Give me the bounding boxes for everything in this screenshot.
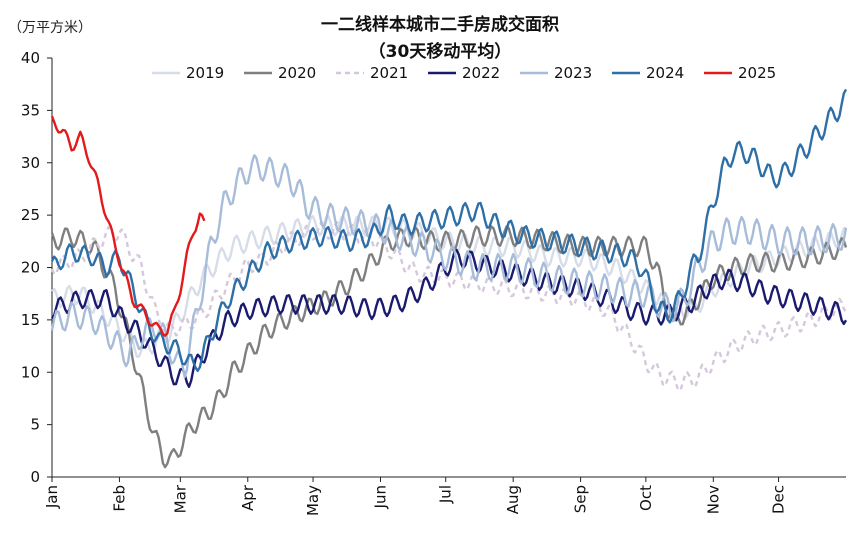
x-tick-label: Apr: [239, 484, 257, 511]
legend-label-2023: 2023: [554, 64, 592, 82]
x-tick-label: Oct: [637, 485, 655, 511]
chart-subtitle: （30天移动平均）: [369, 41, 512, 62]
series-line-2024: [50, 88, 848, 372]
x-tick-label: May: [304, 485, 322, 516]
series-line-2021: [50, 221, 848, 392]
legend-label-2024: 2024: [646, 64, 684, 82]
plot-area: [50, 88, 848, 469]
unit-label: （万平方米）: [8, 20, 92, 36]
y-axis: 0 5 10 15 20 25 30 35 40: [21, 49, 53, 486]
y-tick-label: 35: [21, 101, 40, 119]
x-tick-label: Aug: [504, 485, 522, 514]
legend-label-2019: 2019: [186, 64, 224, 82]
y-tick-label: 40: [21, 49, 40, 67]
x-tick-label: Dec: [770, 485, 788, 514]
series-line-2020: [50, 225, 848, 469]
x-tick-label: Feb: [110, 485, 128, 512]
x-tick-label: Nov: [704, 485, 722, 514]
x-tick-label: Mar: [171, 484, 189, 513]
legend-label-2022: 2022: [462, 64, 500, 82]
legend-label-2025: 2025: [738, 64, 776, 82]
series-line-2023: [50, 154, 848, 379]
y-tick-label: 20: [21, 259, 40, 277]
y-tick-label: 30: [21, 154, 40, 172]
y-tick-label: 10: [21, 363, 40, 381]
x-tick-label: Sep: [572, 485, 590, 513]
legend-label-2021: 2021: [370, 64, 408, 82]
y-tick-label: 15: [21, 311, 40, 329]
x-axis: Jan Feb Mar Apr May Jun Jul Aug Sep Oct Nov Dec: [43, 476, 846, 516]
y-tick-label: 25: [21, 206, 40, 224]
x-tick-label: Jun: [371, 485, 389, 509]
legend-label-2020: 2020: [278, 64, 316, 82]
y-tick-label: 5: [30, 416, 40, 434]
x-tick-label: Jan: [43, 485, 61, 509]
series-line-2025: [50, 115, 206, 337]
chart-title: 一二线样本城市二手房成交面积: [321, 14, 559, 35]
legend: 2019 2020 2021 2022 2023 2024 2025: [152, 64, 776, 82]
y-tick-label: 0: [30, 468, 40, 486]
x-tick-label: Jul: [437, 485, 455, 504]
